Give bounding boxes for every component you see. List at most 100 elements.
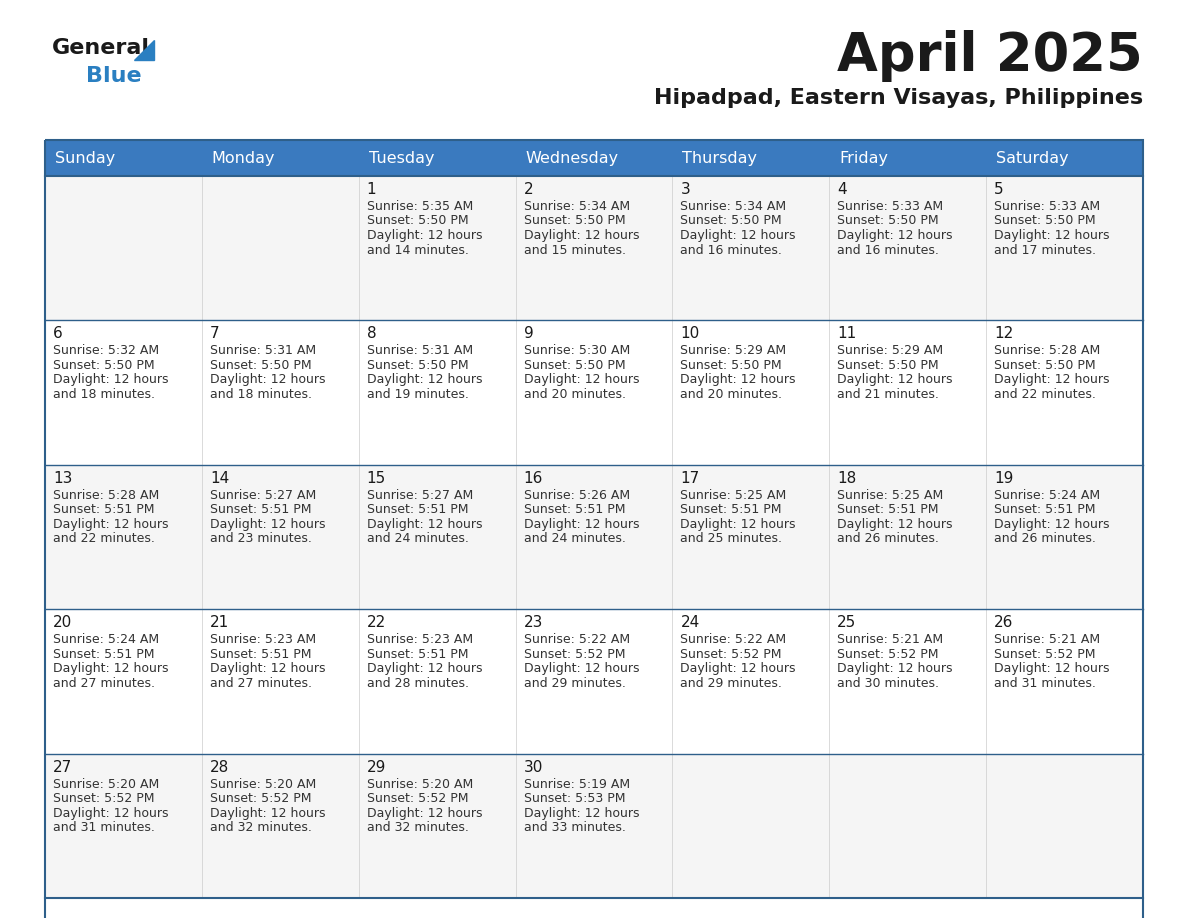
Text: Sunset: 5:50 PM: Sunset: 5:50 PM	[524, 215, 625, 228]
Text: Daylight: 12 hours: Daylight: 12 hours	[53, 807, 169, 820]
Text: Daylight: 12 hours: Daylight: 12 hours	[524, 807, 639, 820]
Text: 26: 26	[994, 615, 1013, 630]
Text: Sunrise: 5:27 AM: Sunrise: 5:27 AM	[210, 488, 316, 502]
Text: 15: 15	[367, 471, 386, 486]
Text: and 18 minutes.: and 18 minutes.	[210, 388, 312, 401]
Text: and 28 minutes.: and 28 minutes.	[367, 677, 469, 689]
Text: and 30 minutes.: and 30 minutes.	[838, 677, 940, 689]
Text: Sunrise: 5:23 AM: Sunrise: 5:23 AM	[210, 633, 316, 646]
Text: and 33 minutes.: and 33 minutes.	[524, 821, 625, 834]
Text: Sunset: 5:50 PM: Sunset: 5:50 PM	[681, 215, 782, 228]
Text: 9: 9	[524, 327, 533, 341]
Text: and 31 minutes.: and 31 minutes.	[994, 677, 1097, 689]
Text: 17: 17	[681, 471, 700, 486]
Text: Sunrise: 5:29 AM: Sunrise: 5:29 AM	[681, 344, 786, 357]
Text: 6: 6	[53, 327, 63, 341]
Text: Daylight: 12 hours: Daylight: 12 hours	[367, 374, 482, 386]
Text: Sunrise: 5:22 AM: Sunrise: 5:22 AM	[681, 633, 786, 646]
Text: Daylight: 12 hours: Daylight: 12 hours	[210, 807, 326, 820]
Text: Sunset: 5:52 PM: Sunset: 5:52 PM	[838, 648, 939, 661]
Text: Sunrise: 5:28 AM: Sunrise: 5:28 AM	[994, 344, 1100, 357]
Text: Daylight: 12 hours: Daylight: 12 hours	[53, 374, 169, 386]
Text: Sunrise: 5:29 AM: Sunrise: 5:29 AM	[838, 344, 943, 357]
Text: Sunrise: 5:20 AM: Sunrise: 5:20 AM	[53, 778, 159, 790]
Text: Thursday: Thursday	[682, 151, 758, 165]
Text: 24: 24	[681, 615, 700, 630]
Text: Sunset: 5:52 PM: Sunset: 5:52 PM	[53, 792, 154, 805]
Text: Sunset: 5:51 PM: Sunset: 5:51 PM	[210, 648, 311, 661]
Text: Sunday: Sunday	[55, 151, 115, 165]
Text: and 19 minutes.: and 19 minutes.	[367, 388, 468, 401]
Text: Sunrise: 5:23 AM: Sunrise: 5:23 AM	[367, 633, 473, 646]
Text: Sunset: 5:52 PM: Sunset: 5:52 PM	[367, 792, 468, 805]
Bar	[45, 465, 1143, 610]
Text: Sunrise: 5:20 AM: Sunrise: 5:20 AM	[210, 778, 316, 790]
Text: Daylight: 12 hours: Daylight: 12 hours	[994, 518, 1110, 531]
Text: Sunrise: 5:20 AM: Sunrise: 5:20 AM	[367, 778, 473, 790]
Text: Daylight: 12 hours: Daylight: 12 hours	[53, 662, 169, 676]
Text: Sunset: 5:51 PM: Sunset: 5:51 PM	[524, 503, 625, 516]
Bar	[45, 140, 1143, 918]
Text: 23: 23	[524, 615, 543, 630]
Text: Daylight: 12 hours: Daylight: 12 hours	[524, 662, 639, 676]
Text: 21: 21	[210, 615, 229, 630]
Text: Sunset: 5:53 PM: Sunset: 5:53 PM	[524, 792, 625, 805]
Text: 30: 30	[524, 759, 543, 775]
Text: and 14 minutes.: and 14 minutes.	[367, 243, 468, 256]
Text: and 27 minutes.: and 27 minutes.	[210, 677, 312, 689]
Text: and 18 minutes.: and 18 minutes.	[53, 388, 154, 401]
Text: and 26 minutes.: and 26 minutes.	[994, 532, 1097, 545]
Text: Hipadpad, Eastern Visayas, Philippines: Hipadpad, Eastern Visayas, Philippines	[653, 88, 1143, 108]
Text: and 24 minutes.: and 24 minutes.	[524, 532, 625, 545]
Text: Sunrise: 5:34 AM: Sunrise: 5:34 AM	[681, 200, 786, 213]
Text: Sunset: 5:50 PM: Sunset: 5:50 PM	[994, 359, 1095, 372]
Text: 5: 5	[994, 182, 1004, 197]
Text: Daylight: 12 hours: Daylight: 12 hours	[681, 518, 796, 531]
Text: Saturday: Saturday	[997, 151, 1069, 165]
Text: Daylight: 12 hours: Daylight: 12 hours	[524, 518, 639, 531]
Text: Sunrise: 5:31 AM: Sunrise: 5:31 AM	[367, 344, 473, 357]
Text: Monday: Monday	[211, 151, 276, 165]
Text: Daylight: 12 hours: Daylight: 12 hours	[838, 662, 953, 676]
Text: Blue: Blue	[86, 66, 141, 86]
Text: Daylight: 12 hours: Daylight: 12 hours	[681, 662, 796, 676]
Text: Daylight: 12 hours: Daylight: 12 hours	[367, 229, 482, 242]
Text: Sunset: 5:51 PM: Sunset: 5:51 PM	[53, 648, 154, 661]
Text: Daylight: 12 hours: Daylight: 12 hours	[524, 229, 639, 242]
Text: 10: 10	[681, 327, 700, 341]
Text: 8: 8	[367, 327, 377, 341]
Text: 16: 16	[524, 471, 543, 486]
Text: Daylight: 12 hours: Daylight: 12 hours	[367, 662, 482, 676]
Text: 7: 7	[210, 327, 220, 341]
Text: Friday: Friday	[839, 151, 889, 165]
Text: Sunrise: 5:25 AM: Sunrise: 5:25 AM	[838, 488, 943, 502]
Text: and 20 minutes.: and 20 minutes.	[524, 388, 626, 401]
Text: Sunset: 5:51 PM: Sunset: 5:51 PM	[367, 648, 468, 661]
Text: and 17 minutes.: and 17 minutes.	[994, 243, 1097, 256]
Text: Sunset: 5:51 PM: Sunset: 5:51 PM	[367, 503, 468, 516]
Text: 27: 27	[53, 759, 72, 775]
Text: 25: 25	[838, 615, 857, 630]
Text: Sunset: 5:50 PM: Sunset: 5:50 PM	[524, 359, 625, 372]
Text: and 32 minutes.: and 32 minutes.	[367, 821, 468, 834]
Text: Sunrise: 5:26 AM: Sunrise: 5:26 AM	[524, 488, 630, 502]
Text: and 24 minutes.: and 24 minutes.	[367, 532, 468, 545]
Text: Sunset: 5:50 PM: Sunset: 5:50 PM	[367, 359, 468, 372]
Text: Wednesday: Wednesday	[525, 151, 619, 165]
Text: and 31 minutes.: and 31 minutes.	[53, 821, 154, 834]
Text: Daylight: 12 hours: Daylight: 12 hours	[681, 374, 796, 386]
Text: Sunset: 5:52 PM: Sunset: 5:52 PM	[210, 792, 311, 805]
Text: 4: 4	[838, 182, 847, 197]
Text: Daylight: 12 hours: Daylight: 12 hours	[838, 374, 953, 386]
Text: 1: 1	[367, 182, 377, 197]
Text: Daylight: 12 hours: Daylight: 12 hours	[367, 518, 482, 531]
Text: Sunrise: 5:21 AM: Sunrise: 5:21 AM	[838, 633, 943, 646]
Text: Daylight: 12 hours: Daylight: 12 hours	[681, 229, 796, 242]
Text: and 25 minutes.: and 25 minutes.	[681, 532, 783, 545]
Text: Sunrise: 5:28 AM: Sunrise: 5:28 AM	[53, 488, 159, 502]
Text: Sunset: 5:52 PM: Sunset: 5:52 PM	[681, 648, 782, 661]
Text: Daylight: 12 hours: Daylight: 12 hours	[838, 518, 953, 531]
Text: 12: 12	[994, 327, 1013, 341]
Text: Daylight: 12 hours: Daylight: 12 hours	[994, 229, 1110, 242]
Text: Daylight: 12 hours: Daylight: 12 hours	[838, 229, 953, 242]
